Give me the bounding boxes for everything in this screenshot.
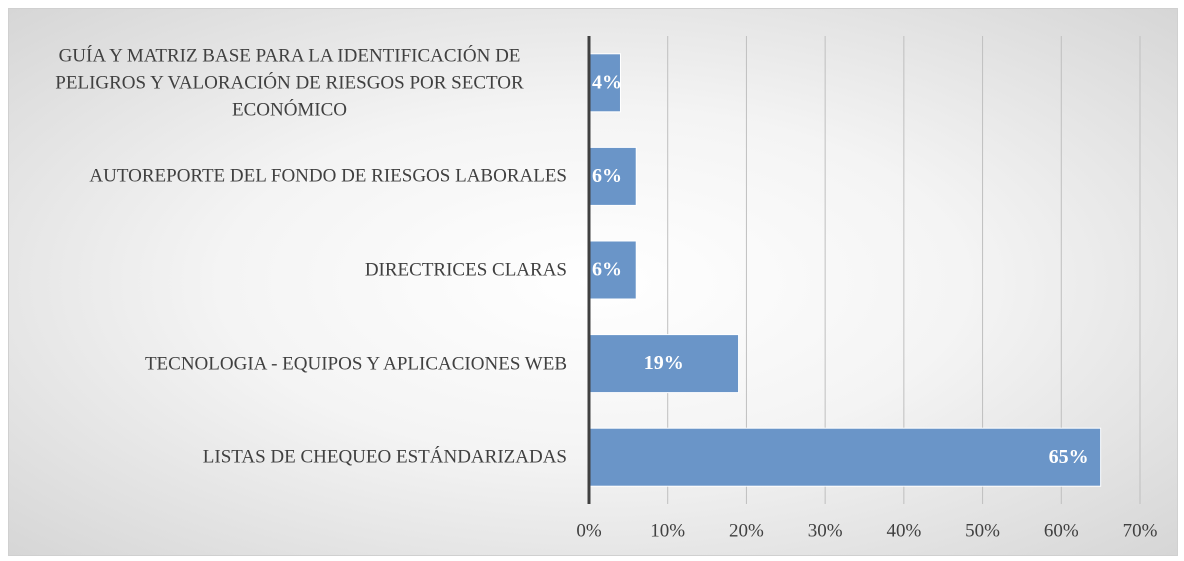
- y-tick-label: AUTOREPORTE DEL FONDO DE RIESGOS LABORAL…: [89, 165, 567, 187]
- data-label: 4%: [592, 71, 622, 93]
- y-tick-label-box: AUTOREPORTE DEL FONDO DE RIESGOS LABORAL…: [12, 163, 567, 190]
- x-tick-label: 40%: [886, 520, 921, 541]
- y-tick-label-box: GUÍA Y MATRIZ BASE PARA LA IDENTIFICACIÓ…: [12, 42, 567, 123]
- y-tick-label-box: LISTAS DE CHEQUEO ESTÁNDARIZADAS: [12, 444, 567, 471]
- y-tick-label: LISTAS DE CHEQUEO ESTÁNDARIZADAS: [202, 446, 567, 468]
- y-tick-label: GUÍA Y MATRIZ BASE PARA LA IDENTIFICACIÓ…: [55, 45, 524, 121]
- x-tick-label: 50%: [965, 520, 1000, 541]
- data-label: 6%: [592, 259, 622, 281]
- x-tick-label: 30%: [808, 520, 843, 541]
- x-tick-label: 20%: [729, 520, 764, 541]
- y-tick-label-box: DIRECTRICES CLARAS: [12, 257, 567, 284]
- x-tick-label: 60%: [1044, 520, 1079, 541]
- y-tick-label: DIRECTRICES CLARAS: [364, 259, 567, 281]
- data-label: 6%: [592, 165, 622, 187]
- x-tick-label: 0%: [576, 520, 602, 541]
- data-label: 19%: [644, 352, 684, 374]
- y-tick-label: TECNOLOGIA - EQUIPOS Y APLICACIONES WEB: [144, 353, 567, 375]
- x-tick-label: 10%: [650, 520, 685, 541]
- x-tick-label: 70%: [1123, 520, 1158, 541]
- y-tick-label-box: TECNOLOGIA - EQUIPOS Y APLICACIONES WEB: [12, 350, 567, 377]
- data-label: 65%: [1049, 446, 1089, 468]
- bar: [588, 427, 1102, 487]
